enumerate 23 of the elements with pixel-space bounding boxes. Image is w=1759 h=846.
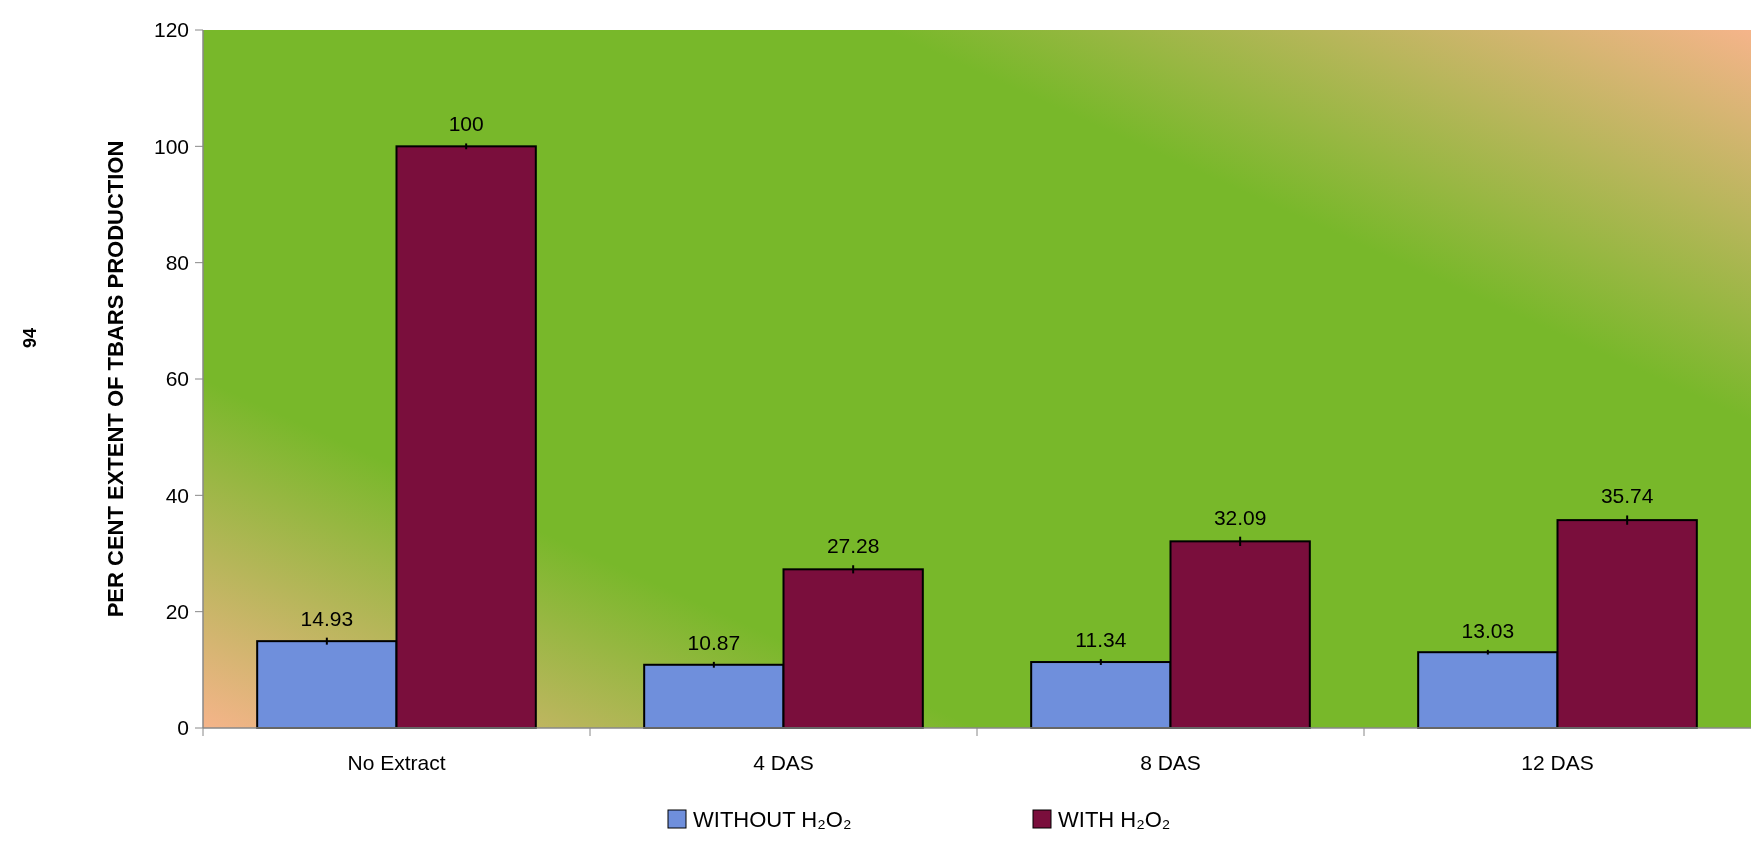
data-label: 11.34 <box>1075 628 1127 652</box>
legend-label: WITH H₂O₂ <box>1058 807 1171 832</box>
data-label: 100 <box>448 112 484 136</box>
y-axis-title: PER CENT EXTENT OF TBARS PRODUCTION <box>103 140 128 618</box>
data-label: 27.28 <box>826 534 880 558</box>
x-tick-label: 8 DAS <box>1140 751 1201 774</box>
x-tick-label: No Extract <box>347 751 446 774</box>
y-tick-label: 80 <box>165 251 189 275</box>
y-tick-label: 40 <box>165 483 189 507</box>
y-tick-label: 60 <box>165 367 189 391</box>
y-tick-label: 20 <box>165 600 189 624</box>
text: 94 <box>20 327 40 349</box>
y-tick-label: 120 <box>153 18 189 42</box>
data-label: 14.93 <box>300 606 354 630</box>
data-label: 35.74 <box>1600 484 1654 508</box>
y-tick-label: 0 <box>177 716 189 740</box>
x-tick-label: 12 DAS <box>1521 751 1594 774</box>
data-label: 10.87 <box>687 630 741 654</box>
data-label: 32.09 <box>1213 505 1267 529</box>
x-tick-label: 4 DAS <box>753 751 814 774</box>
data-label: 13.03 <box>1461 618 1515 642</box>
legend-label: WITHOUT H₂O₂ <box>693 807 852 832</box>
y-tick-label: 100 <box>153 134 189 158</box>
